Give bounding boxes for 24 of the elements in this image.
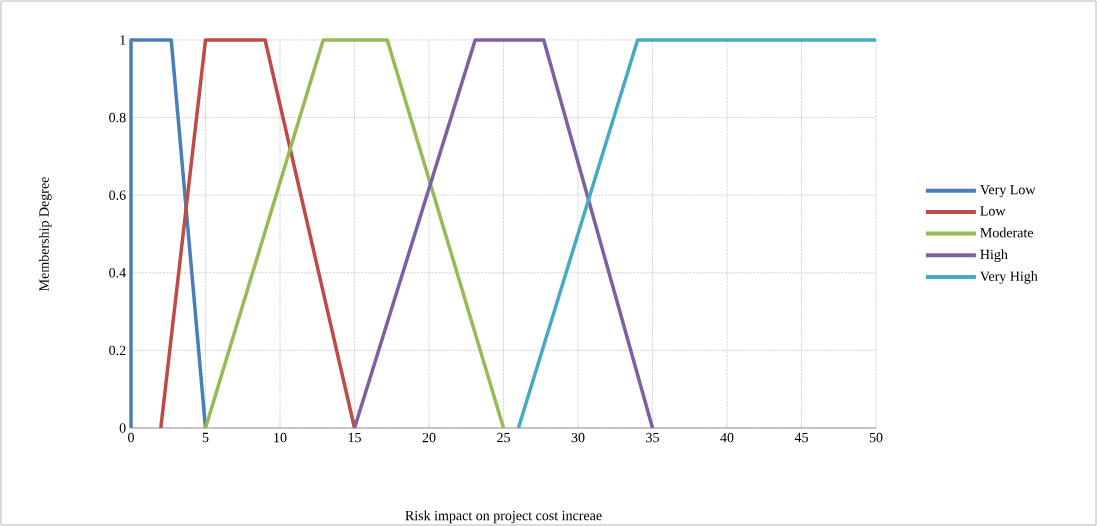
x-tick-label: 50	[869, 432, 883, 443]
legend-label: Very High	[980, 271, 1038, 284]
x-tick-label: 45	[794, 432, 808, 443]
x-tick-label: 35	[646, 432, 659, 443]
x-tick-label: 40	[720, 432, 734, 443]
y-tick-label: 1	[120, 35, 126, 45]
y-tick-label: 0.4	[109, 268, 126, 278]
y-tick-label: 0.8	[109, 112, 126, 123]
y-tick-label: 0.6	[109, 190, 126, 200]
legend-label: Low	[980, 206, 1006, 216]
x-tick-label: 15	[348, 432, 361, 443]
y-axis-title: Membership Degree	[38, 177, 52, 291]
x-tick-label: 30	[571, 432, 585, 443]
x-tick-label: 10	[274, 432, 287, 443]
y-tick-label: 0.2	[109, 345, 126, 356]
x-tick-label: 25	[497, 432, 510, 443]
legend-label: Moderate	[980, 227, 1034, 238]
legend-label: Very Low	[980, 185, 1036, 198]
legend-label: High	[980, 249, 1008, 263]
x-tick-label: 0	[128, 432, 134, 443]
x-tick-label: 5	[202, 432, 209, 443]
y-tick-label: 0	[119, 423, 126, 433]
x-axis-title: Risk impact on project cost increae	[405, 510, 602, 524]
x-tick-label: 20	[422, 432, 436, 443]
